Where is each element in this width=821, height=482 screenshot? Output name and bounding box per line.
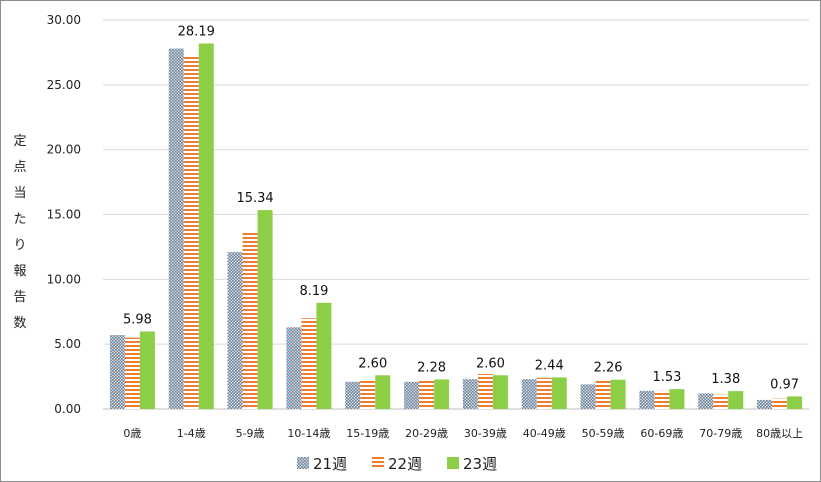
legend-swatch-22週: [372, 457, 384, 469]
bar-22週-50-59歳: [595, 380, 611, 409]
bar-21週-70-79歳: [698, 393, 714, 409]
bar-22週-60-69歳: [654, 390, 670, 409]
bar-22週-70-79歳: [713, 394, 729, 409]
bar-23週-30-39歳: [492, 375, 508, 409]
data-label: 5.98: [123, 312, 152, 327]
y-tick-label: 30.00: [47, 13, 81, 27]
data-label: 1.53: [652, 370, 681, 385]
bar-23週-1-4歳: [198, 43, 214, 409]
y-axis-label-char: 当: [13, 186, 27, 201]
data-label: 0.97: [770, 377, 799, 392]
bar-22週-5-9歳: [242, 232, 258, 409]
legend: 21週 22週 23週: [297, 455, 497, 473]
bar-23週-10-14歳: [316, 302, 332, 409]
x-tick-label: 10-14歳: [287, 427, 330, 440]
y-axis-label-char: 点: [13, 160, 27, 175]
x-tick-label: 60-69歳: [640, 427, 683, 440]
bar-21週-40-49歳: [521, 379, 537, 409]
legend-swatch-21週: [297, 457, 309, 469]
bar-21週-50-59歳: [580, 384, 596, 409]
y-axis-ticks: 0.00 5.00 10.00 15.00 20.00 25.00 30.00: [47, 13, 81, 416]
gridlines: [103, 19, 809, 410]
bar-22週-40-49歳: [536, 377, 552, 409]
bar-21週-60-69歳: [639, 390, 655, 409]
y-axis-label-char: た: [13, 212, 27, 227]
bar-21週-20-29歳: [404, 381, 420, 409]
x-tick-label: 50-59歳: [582, 427, 625, 440]
legend-label: 21週: [313, 455, 347, 473]
bar-22週-15-19歳: [360, 379, 376, 409]
bar-23週-15-19歳: [375, 375, 391, 409]
bar-21週-30-39歳: [462, 379, 478, 409]
y-axis-label: 定点当たり報告数: [9, 129, 31, 337]
bar-21週-1-4歳: [168, 48, 184, 409]
y-tick-label: 15.00: [47, 208, 81, 222]
data-label: 2.60: [476, 356, 505, 371]
y-tick-label: 0.00: [54, 402, 81, 416]
y-tick-label: 25.00: [47, 78, 81, 92]
data-labels: 5.98 28.19 15.34 8.19 2.60 2.28 2.60 2.44 2.26 1.…: [123, 24, 799, 392]
data-label: 8.19: [299, 284, 328, 299]
y-axis-label-char: 定: [13, 134, 27, 149]
y-axis-label-char: 報: [13, 264, 27, 279]
x-tick-label: 30-39歳: [464, 427, 507, 440]
bar-22週-80歳以上: [772, 398, 788, 409]
data-label: 2.44: [535, 358, 564, 373]
data-label: 2.60: [358, 356, 387, 371]
data-label: 2.26: [594, 361, 623, 376]
y-tick-label: 5.00: [54, 337, 81, 351]
bar-21週-15-19歳: [345, 381, 361, 409]
bar-23週-50-59歳: [610, 379, 626, 409]
bar-23週-5-9歳: [257, 210, 273, 409]
y-axis-label-char: 告: [13, 290, 27, 305]
bar-21週-80歳以上: [757, 399, 773, 409]
x-tick-label: 1-4歳: [177, 427, 206, 440]
bar-22週-1-4歳: [183, 56, 199, 409]
x-tick-label: 5-9歳: [236, 427, 265, 440]
bar-21週-10-14歳: [286, 327, 302, 409]
x-tick-label: 0歳: [123, 427, 141, 440]
bar-22週-30-39歳: [477, 373, 493, 409]
bar-23週-60-69歳: [669, 389, 685, 409]
y-axis-label-char: り: [13, 238, 27, 253]
bar-23週-20-29歳: [434, 379, 450, 409]
x-tick-label: 20-29歳: [405, 427, 448, 440]
legend-swatch-23週: [447, 457, 459, 469]
x-tick-label: 80歳以上: [756, 427, 803, 440]
bars: [109, 43, 803, 409]
legend-label: 22週: [388, 455, 422, 473]
bar-23週-0歳: [139, 331, 155, 409]
x-axis-ticks: 0歳 1-4歳 5-9歳 10-14歳 15-19歳 20-29歳 30-39歳 40-49歳…: [123, 427, 803, 440]
y-tick-label: 10.00: [47, 272, 81, 286]
data-label: 2.28: [417, 360, 446, 375]
bar-23週-70-79歳: [728, 391, 744, 409]
y-tick-label: 20.00: [47, 143, 81, 157]
bar-23週-40-49歳: [551, 377, 567, 409]
data-label: 28.19: [178, 24, 215, 39]
bar-22週-10-14歳: [301, 318, 317, 409]
bar-22週-20-29歳: [419, 379, 435, 409]
y-axis-label-char: 数: [13, 316, 27, 331]
bar-21週-0歳: [109, 335, 125, 409]
bar-21週-5-9歳: [227, 252, 243, 409]
data-label: 1.38: [711, 372, 740, 387]
x-tick-label: 15-19歳: [346, 427, 389, 440]
x-tick-label: 70-79歳: [699, 427, 742, 440]
bar-22週-0歳: [124, 337, 140, 409]
bar-23週-80歳以上: [787, 396, 803, 409]
legend-label: 23週: [463, 455, 497, 473]
data-label: 15.34: [236, 191, 273, 206]
x-tick-label: 40-49歳: [523, 427, 566, 440]
